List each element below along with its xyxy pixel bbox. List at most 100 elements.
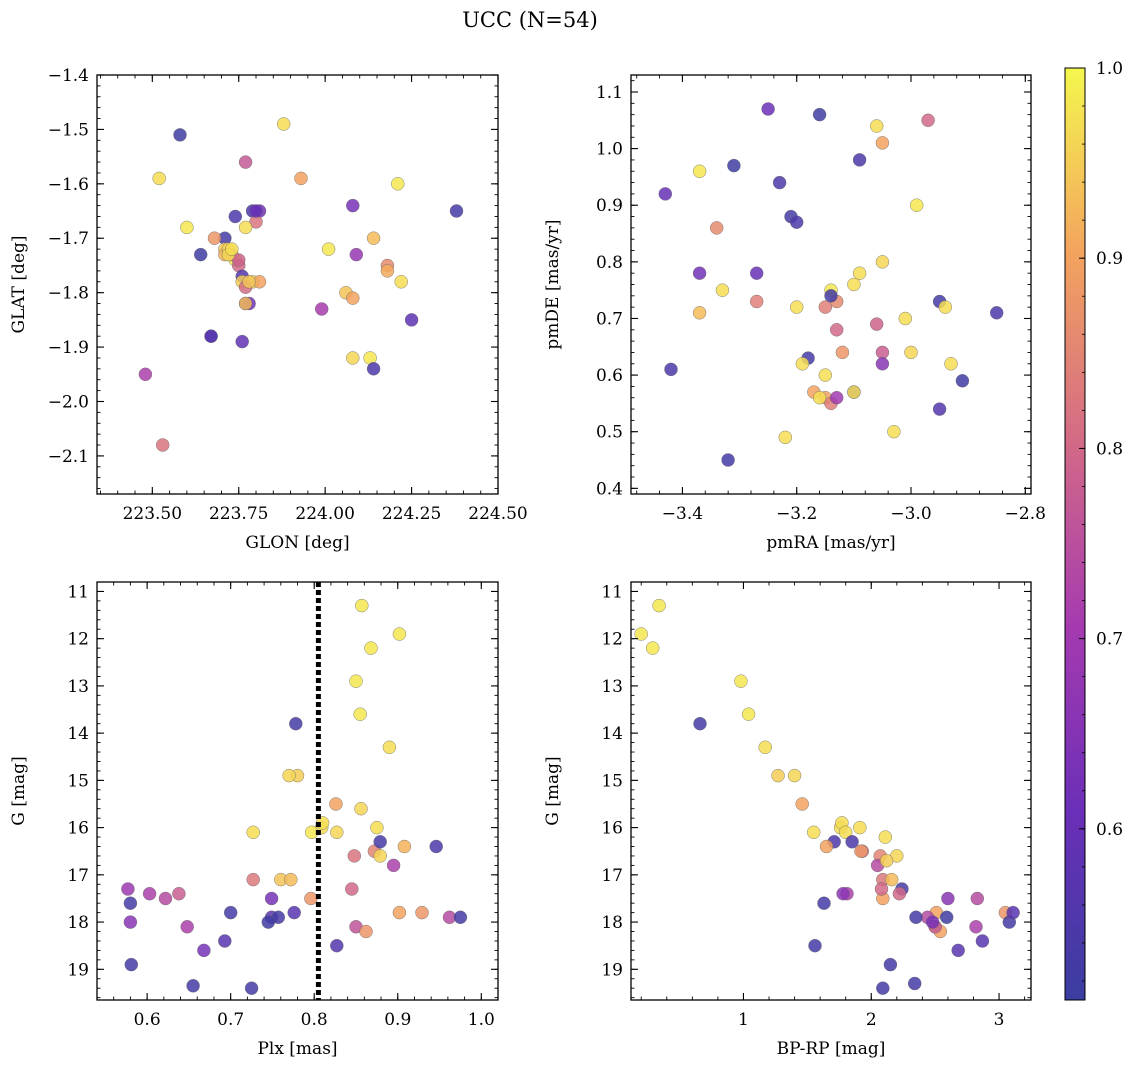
data-point <box>294 171 308 186</box>
data-point <box>359 924 373 939</box>
data-point <box>921 113 935 128</box>
data-point <box>453 910 468 924</box>
y-tick-label: 13 <box>67 677 89 697</box>
y-tick-label: 17 <box>67 866 89 886</box>
data-point <box>771 768 785 783</box>
data-point <box>246 825 260 839</box>
data-point <box>646 641 660 655</box>
data-point <box>155 438 170 452</box>
data-point <box>741 707 756 721</box>
data-point <box>750 294 764 309</box>
data-point <box>415 905 429 920</box>
data-point <box>282 768 296 783</box>
data-point <box>845 835 859 849</box>
data-point <box>238 155 253 169</box>
data-point <box>354 802 368 816</box>
y-tick-label: 18 <box>601 913 623 933</box>
data-point <box>449 204 464 218</box>
data-point <box>818 368 832 382</box>
colorbar-tick-label: 0.6 <box>1096 820 1123 840</box>
data-point <box>795 357 810 371</box>
axes-frame <box>630 581 1032 1001</box>
data-point <box>772 175 787 190</box>
x-tick-label: −2.8 <box>1005 504 1046 524</box>
colorbar-tick-label: 0.9 <box>1096 249 1123 269</box>
data-point <box>817 896 831 910</box>
y-tick-label: −2.0 <box>48 392 89 412</box>
data-point <box>847 277 861 292</box>
figure-title: UCC (N=54) <box>462 8 598 32</box>
data-point <box>925 915 940 929</box>
x-tick-label: 1 <box>738 1010 749 1030</box>
colorbar: 0.6 0.7 0.8 0.9 1.0 <box>1064 59 1123 1001</box>
data-point <box>634 627 648 641</box>
y-tick-label: 15 <box>67 771 89 791</box>
data-point <box>289 717 303 731</box>
data-point <box>180 920 194 934</box>
data-point <box>366 362 381 376</box>
data-point <box>790 300 804 314</box>
data-point <box>329 797 343 811</box>
data-point <box>246 872 260 887</box>
data-point <box>204 329 218 343</box>
data-point <box>186 979 200 993</box>
x-tick-label: 224.50 <box>468 504 527 524</box>
y-tick-label: 15 <box>601 771 623 791</box>
data-point <box>121 882 135 896</box>
data-point <box>969 920 983 934</box>
data-point <box>819 839 834 854</box>
data-point <box>152 171 166 186</box>
data-point <box>898 311 912 326</box>
y-tick-label: 14 <box>67 724 89 744</box>
data-point <box>876 981 890 995</box>
data-point <box>197 943 211 958</box>
data-point <box>692 164 707 179</box>
data-point <box>397 839 412 854</box>
x-axis-label: GLON [deg] <box>245 533 349 553</box>
data-point <box>761 102 775 116</box>
y-axis-label: G [mag] <box>543 756 563 825</box>
y-tick-label: 16 <box>601 819 623 839</box>
data-point <box>835 345 850 360</box>
data-point <box>853 820 867 835</box>
data-point <box>824 289 838 303</box>
data-point <box>173 128 187 142</box>
y-tick-label: 16 <box>67 819 89 839</box>
x-tick-label: 0.7 <box>217 1010 244 1030</box>
data-point <box>830 323 844 337</box>
data-point <box>345 882 359 896</box>
x-axis-label: Plx [mas] <box>257 1039 337 1059</box>
x-tick-label: 1.0 <box>468 1010 495 1030</box>
data-point <box>839 825 853 839</box>
panel-plx-g: 0.6 0.7 0.8 0.9 1.0 11 12 13 14 15 16 17 18 19 Plx [ma… <box>9 581 499 1059</box>
data-point <box>429 839 443 854</box>
data-point <box>875 255 890 269</box>
data-point <box>910 198 924 212</box>
data-point <box>758 740 772 754</box>
data-point <box>970 891 984 906</box>
data-point <box>366 231 381 245</box>
data-point <box>652 598 666 613</box>
data-point <box>790 215 804 229</box>
data-point <box>330 825 344 839</box>
data-point <box>990 306 1004 320</box>
y-tick-label: −1.7 <box>48 229 89 249</box>
data-point <box>123 896 138 910</box>
y-axis-label: GLAT [deg] <box>9 235 29 333</box>
data-point <box>852 266 867 280</box>
data-point <box>138 367 153 381</box>
axes-frame <box>96 581 499 1001</box>
data-point <box>836 887 850 901</box>
data-point <box>854 844 868 858</box>
data-point <box>750 266 764 280</box>
data-point <box>394 275 408 289</box>
data-point <box>382 740 397 754</box>
data-point <box>353 707 367 721</box>
colorbar-gradient <box>1064 67 1086 1001</box>
data-point <box>1006 905 1020 920</box>
data-point <box>330 939 344 953</box>
data-point <box>261 915 275 929</box>
data-point <box>346 198 360 213</box>
y-tick-label: −1.4 <box>48 66 89 86</box>
